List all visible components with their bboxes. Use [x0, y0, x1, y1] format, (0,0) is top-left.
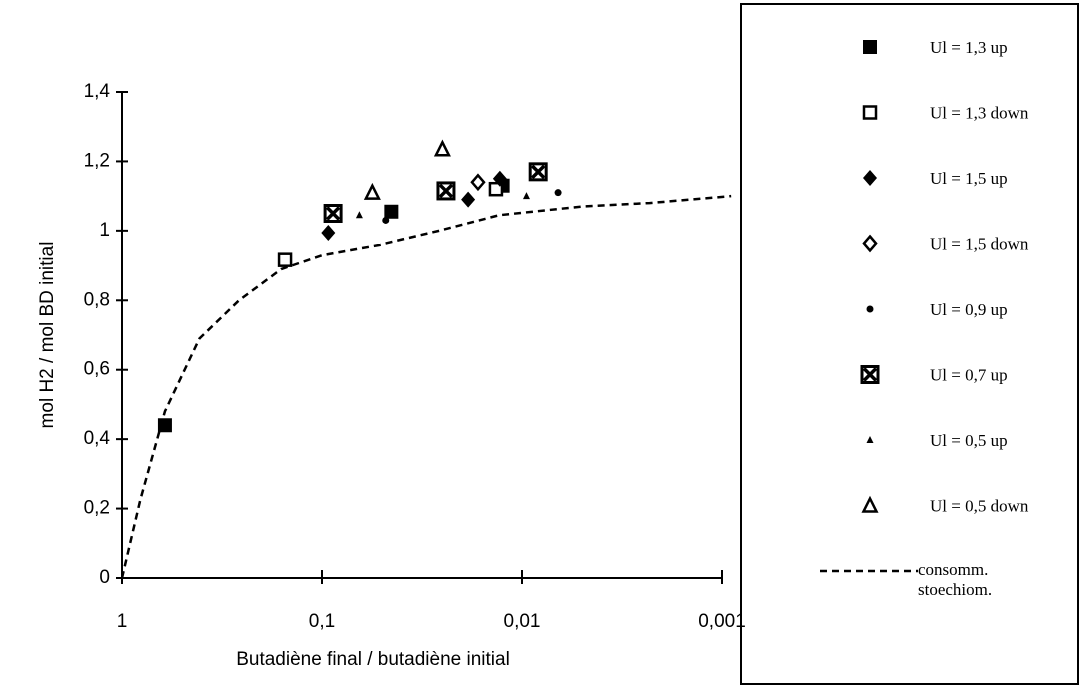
marker-shape: [438, 183, 454, 199]
y-tick-label: 0,2: [84, 498, 110, 519]
marker: [488, 181, 504, 197]
marker: [492, 170, 507, 187]
marker: [862, 234, 878, 253]
marker-shape: [863, 40, 877, 54]
legend-label: Ul = 0,5 down: [930, 496, 1029, 515]
marker: [554, 189, 562, 197]
x-tick-label: 0,001: [698, 611, 746, 632]
marker-shape: [862, 367, 878, 382]
marker: [860, 365, 880, 384]
y-tick-label: 0,4: [84, 428, 111, 449]
marker-shape: [554, 189, 562, 197]
legend-label: Ul = 1,5 down: [930, 234, 1029, 253]
legend-label: Ul = 1,5 up: [930, 169, 1008, 188]
marker-shape: [862, 105, 878, 120]
marker: [323, 204, 343, 223]
legend-label: consomm. stoechiom.: [918, 560, 992, 599]
marker-shape: [530, 164, 546, 180]
x-tick-label: 0,01: [504, 611, 541, 632]
marker: [436, 181, 456, 201]
marker: [866, 305, 874, 313]
x-tick-label: 0,1: [309, 611, 335, 632]
marker: [528, 162, 548, 182]
legend-label: Ul = 1,3 up: [930, 38, 1008, 57]
marker: [363, 182, 381, 200]
marker-shape: [277, 252, 293, 267]
y-tick-label: 1,2: [84, 150, 110, 171]
marker: [433, 139, 451, 157]
y-tick-label: 1,4: [84, 81, 111, 102]
y-tick-label: 1: [99, 220, 110, 241]
marker: [277, 252, 293, 267]
marker-shape: [325, 206, 341, 221]
marker-shape: [384, 204, 399, 219]
marker-shape: [861, 495, 879, 513]
marker: [863, 170, 877, 186]
marker-shape: [355, 211, 363, 219]
marker: [863, 40, 877, 54]
legend-label: Ul = 1,3 down: [930, 103, 1029, 122]
marker: [355, 211, 363, 219]
x-axis-title: Butadiène final / butadiène initial: [236, 649, 510, 670]
legend-box: [740, 3, 1079, 685]
marker: [522, 192, 530, 200]
marker-shape: [363, 182, 381, 200]
legend: Ul = 1,3 up Ul = 1,3 down Ul = 1,5 up Ul = …: [820, 38, 1029, 599]
marker-shape: [862, 234, 878, 253]
legend-label: Ul = 0,7 up: [930, 365, 1008, 384]
marker-shape: [866, 436, 874, 443]
marker-shape: [866, 305, 874, 313]
marker-shape: [461, 191, 476, 208]
x-tick-label: 1: [117, 611, 128, 632]
legend-label: Ul = 0,5 up: [930, 431, 1008, 450]
data-line: [120, 194, 732, 579]
marker-shape: [433, 139, 451, 157]
marker: [862, 105, 878, 120]
marker-shape: [488, 181, 504, 197]
marker-shape: [492, 170, 507, 187]
y-tick-label: 0,8: [84, 289, 110, 310]
marker-shape: [382, 216, 390, 224]
marker: [384, 204, 399, 219]
marker: [382, 216, 390, 224]
marker-shape: [522, 192, 530, 200]
legend-label: Ul = 0,9 up: [930, 300, 1008, 319]
marker-shape: [863, 170, 877, 186]
marker-shape: [321, 224, 336, 241]
marker-shape: [470, 173, 486, 192]
marker: [321, 224, 336, 241]
marker: [461, 191, 476, 208]
y-tick-label: 0: [99, 567, 110, 588]
y-tick-label: 0,6: [84, 359, 110, 380]
marker: [866, 436, 874, 443]
marker: [470, 173, 486, 192]
marker: [861, 495, 879, 513]
y-axis-title: mol H2 / mol BD initial: [37, 242, 58, 429]
